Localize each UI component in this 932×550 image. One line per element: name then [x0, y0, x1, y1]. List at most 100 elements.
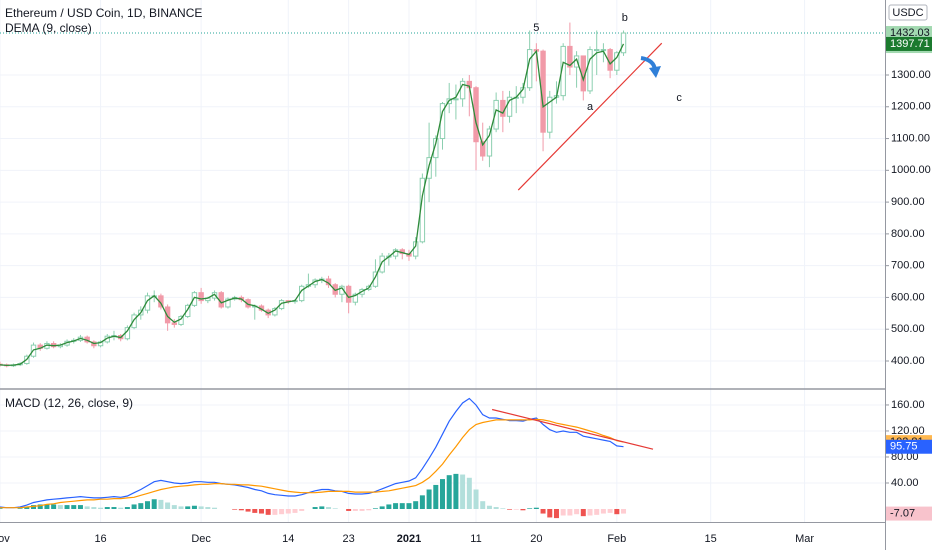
histogram-bar: [258, 508, 264, 514]
histogram-bar: [17, 508, 23, 509]
histogram-bar: [379, 506, 385, 509]
histogram-bar: [232, 508, 238, 510]
candle-body: [493, 99, 499, 130]
wave-label: 5: [533, 22, 539, 34]
histogram-bar: [24, 507, 30, 509]
x-tick-label: Feb: [607, 533, 626, 545]
histogram-bar: [446, 475, 452, 509]
histogram-bar: [473, 489, 479, 509]
x-tick-label: 23: [343, 533, 355, 545]
y-tick-label: 80.00: [891, 451, 919, 463]
histogram-bar: [493, 507, 499, 509]
candle-body: [164, 306, 171, 324]
histogram-bar: [386, 504, 392, 509]
histogram-bar: [553, 508, 559, 519]
y-tick-label: 1200.00: [891, 101, 931, 113]
currency-box: [888, 4, 928, 21]
histogram-bar: [272, 508, 278, 515]
histogram-bar: [527, 508, 533, 509]
dema-line: [0, 43, 625, 367]
candle-body: [600, 49, 607, 52]
overlay-title: DEMA (9, close): [5, 21, 92, 35]
dema-label: 1397.71: [890, 38, 930, 50]
x-tick-label: Mar: [795, 533, 814, 545]
histogram-bar: [151, 499, 157, 509]
histogram-bar: [486, 505, 492, 509]
y-tick-label: 1000.00: [891, 164, 931, 176]
histogram-bar: [205, 507, 211, 509]
histogram-bar: [326, 507, 332, 509]
histogram-bar: [419, 495, 425, 509]
histogram-bar: [191, 505, 197, 509]
histogram-bar: [44, 504, 50, 509]
candle-body: [500, 99, 506, 117]
candle-body: [486, 128, 493, 157]
histogram-bar: [238, 508, 244, 511]
histogram-bar: [158, 499, 164, 509]
candle-body: [473, 87, 479, 143]
last-price-label-box: [886, 26, 932, 41]
histogram-bar: [580, 508, 586, 517]
histogram-bar: [71, 505, 77, 509]
histogram-bar: [426, 489, 432, 509]
histogram-bar: [319, 506, 325, 509]
histogram-bar: [111, 507, 117, 509]
histogram-bar: [533, 507, 539, 509]
histogram-bar: [560, 508, 566, 516]
histogram-bar: [77, 505, 83, 509]
trend-line: [491, 408, 654, 450]
candle-body: [191, 292, 198, 306]
candle-body: [480, 141, 486, 157]
histogram-bar: [500, 508, 506, 509]
candle-body: [379, 255, 385, 273]
trend-line: [517, 42, 663, 191]
candle-body: [433, 138, 439, 159]
histogram-bar: [312, 507, 318, 509]
histogram-bar: [440, 479, 445, 509]
y-tick-label: 400.00: [891, 355, 925, 367]
histogram-bar: [198, 506, 204, 509]
candle-body: [620, 32, 627, 54]
histogram-bar: [346, 508, 352, 511]
histogram-label-box: [886, 506, 932, 521]
x-tick-label: 20: [530, 533, 542, 545]
dema-label-box: [886, 36, 932, 51]
histogram-bar: [607, 508, 613, 513]
histogram-bar: [145, 501, 150, 509]
candle-body: [459, 80, 466, 100]
histogram-bar: [621, 508, 627, 514]
x-tick-label: Dec: [191, 533, 211, 545]
y-tick-label: 800.00: [891, 228, 925, 240]
candle-body: [225, 298, 231, 308]
y-tick-label: 700.00: [891, 260, 925, 272]
x-tick-label: 11: [470, 533, 481, 545]
histogram-bar: [51, 504, 57, 509]
histogram-bar: [547, 508, 553, 518]
histogram-bar: [614, 508, 620, 515]
wave-label: c: [676, 92, 682, 104]
histogram-bar: [594, 508, 600, 515]
y-tick-label: 160.00: [891, 399, 925, 411]
wave-arrow-head: [649, 66, 661, 78]
histogram-bar: [104, 507, 110, 509]
candle-body: [453, 98, 459, 101]
chart-title: Ethereum / USD Coin, 1D, BINANCE: [5, 6, 202, 20]
candle-body: [185, 304, 191, 318]
histogram-bar: [118, 507, 124, 509]
histogram-bar: [292, 508, 298, 513]
histogram-bar: [413, 501, 419, 509]
histogram-bar: [574, 508, 580, 515]
histogram-bar: [245, 508, 251, 512]
histogram-bar: [406, 503, 412, 509]
signal-line: [0, 418, 624, 509]
macd-label: 95.75: [890, 441, 918, 453]
histogram-bar: [299, 508, 305, 511]
histogram-bar: [366, 508, 372, 511]
x-tick-label: 2021: [397, 533, 421, 545]
currency: USDC: [892, 7, 923, 19]
histogram-bar: [84, 506, 90, 509]
histogram-bar: [393, 503, 399, 509]
histogram-bar: [265, 508, 271, 515]
plot: [0, 22, 663, 519]
